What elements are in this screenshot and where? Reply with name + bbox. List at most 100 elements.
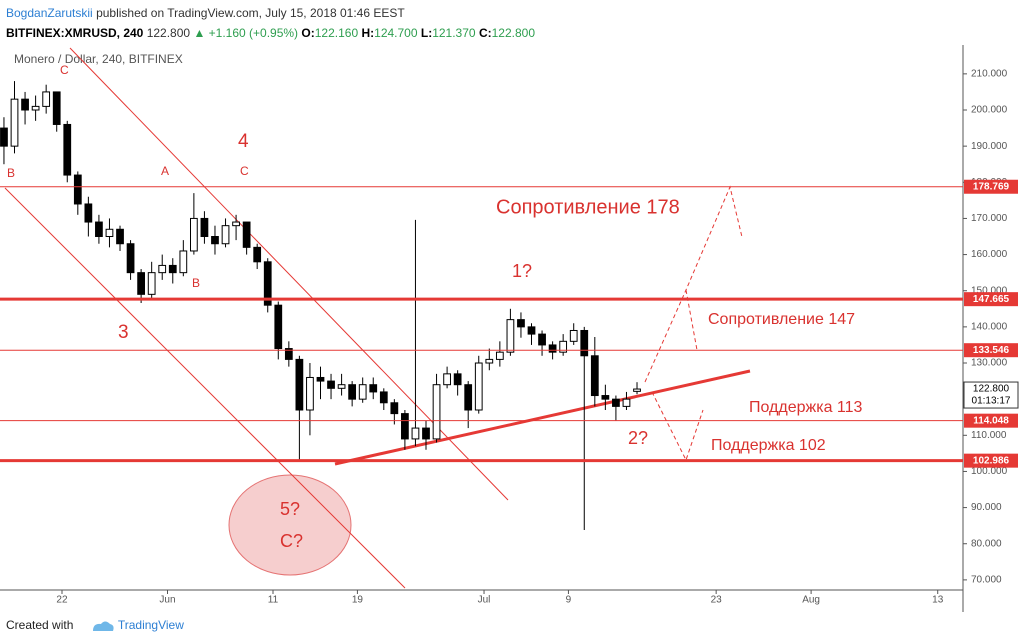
candle-body	[622, 398, 631, 407]
level-label-box	[964, 413, 1018, 428]
wave-label: B	[7, 166, 15, 180]
y-tick-label: 190.000	[971, 141, 1008, 152]
candle-body	[527, 326, 536, 335]
candle-body	[327, 380, 335, 389]
y-tick-label: 170.000	[971, 213, 1008, 224]
candle-body	[369, 384, 378, 393]
candle-body	[168, 264, 177, 274]
level-label: 114.048	[973, 415, 1009, 426]
level-label: 102.986	[973, 455, 1010, 466]
candle-body	[221, 225, 230, 245]
last-price-box	[963, 381, 1019, 409]
candle-body	[590, 355, 599, 397]
target-zone	[228, 474, 352, 576]
candle-body	[612, 398, 620, 407]
annotation: Сопротивление 147	[708, 311, 855, 328]
y-tick-label: 130.000	[971, 358, 1008, 369]
x-tick-label: 22	[56, 595, 68, 606]
ohlc: O:122.160 H:124.700 L:121.370 C:122.800	[301, 26, 535, 40]
ohlc-value: 121.370	[432, 26, 476, 40]
ohlc-key: H:	[361, 26, 375, 40]
projection	[651, 391, 704, 462]
channel-line	[69, 47, 509, 501]
last-price: 122.800	[973, 384, 1010, 395]
candle-body	[42, 91, 51, 107]
candle-body	[242, 221, 251, 248]
ohlc-value: 124.700	[374, 26, 418, 40]
wave-label: B	[192, 276, 200, 290]
wave-label: A	[161, 164, 169, 178]
candle-body	[10, 98, 19, 147]
wave-label: C	[240, 164, 249, 178]
candle-body	[0, 127, 8, 147]
y-tick-label: 160.000	[971, 249, 1008, 260]
y-tick-label: 110.000	[971, 430, 1007, 441]
y-tick-label: 210.000	[971, 68, 1008, 79]
candle-body	[348, 384, 357, 400]
candle-body	[158, 264, 167, 274]
annotation: Поддержка 102	[711, 437, 826, 454]
candle-body	[73, 174, 82, 205]
x-tick-label: 11	[268, 595, 279, 606]
level-label-box	[964, 343, 1018, 358]
candle-body	[358, 384, 367, 400]
annotation: C?	[280, 531, 303, 551]
author[interactable]: BogdanZarutskii	[6, 6, 93, 20]
ohlc-value: 122.160	[314, 26, 359, 40]
candle-body	[189, 217, 198, 252]
ohlc-key: L:	[420, 26, 433, 40]
annotation: 5?	[280, 499, 300, 519]
candle-body	[464, 384, 473, 411]
candle-body	[432, 384, 441, 440]
candle-body	[443, 373, 451, 386]
level-label-box	[964, 453, 1018, 468]
wave-label: C	[60, 63, 69, 77]
level-label: 178.769	[973, 181, 1010, 192]
y-tick-label: 80.000	[971, 538, 1002, 549]
x-tick-label: Aug	[802, 595, 820, 606]
candle-body	[422, 427, 430, 440]
published: published on TradingView.com, July 15, 2…	[96, 6, 405, 20]
brand[interactable]: TradingView	[117, 618, 184, 632]
created-with: Created with	[6, 618, 74, 632]
candle-body	[411, 427, 420, 440]
candle-body	[179, 250, 188, 274]
last: 122.800	[146, 26, 191, 40]
support-trendline	[334, 369, 751, 466]
candle-body	[559, 340, 568, 353]
level-label-box	[964, 179, 1018, 194]
symbol: BITFINEX:XMRUSD, 240	[6, 26, 144, 40]
candle-body	[453, 373, 462, 386]
candle-body	[116, 228, 124, 245]
wave-label: 4	[238, 131, 249, 152]
wave-label: 3	[118, 322, 129, 343]
y-tick-label: 150.000	[971, 285, 1008, 296]
candle-body	[126, 243, 135, 274]
candle-body	[147, 272, 156, 295]
candle-body	[306, 376, 314, 411]
candle-body	[548, 344, 557, 353]
channel-line	[4, 187, 406, 589]
candle-body	[601, 395, 610, 400]
candle-body	[485, 358, 494, 364]
chart: Monero / Dollar, 240, BITFINEX C B A 4 C…	[0, 45, 1019, 612]
y-tick-label: 70.000	[971, 575, 1002, 586]
x-tick-label: Jul	[478, 595, 491, 606]
y-tick-label: 100.000	[971, 466, 1008, 477]
projection	[644, 185, 743, 383]
candle-body	[295, 358, 304, 411]
candle-body	[506, 319, 515, 353]
ohlc-key: C:	[478, 26, 492, 40]
logo	[92, 621, 114, 631]
candle-body	[63, 123, 72, 176]
candle-body	[337, 384, 346, 389]
plot	[0, 81, 641, 530]
x-tick-label: 13	[932, 595, 944, 606]
candle-body	[495, 351, 504, 360]
candle-body	[200, 217, 209, 238]
candle-body	[232, 221, 240, 227]
candle-body	[401, 413, 409, 440]
candle-body	[84, 203, 93, 223]
chart-title: Monero / Dollar, 240, BITFINEX	[14, 52, 183, 66]
